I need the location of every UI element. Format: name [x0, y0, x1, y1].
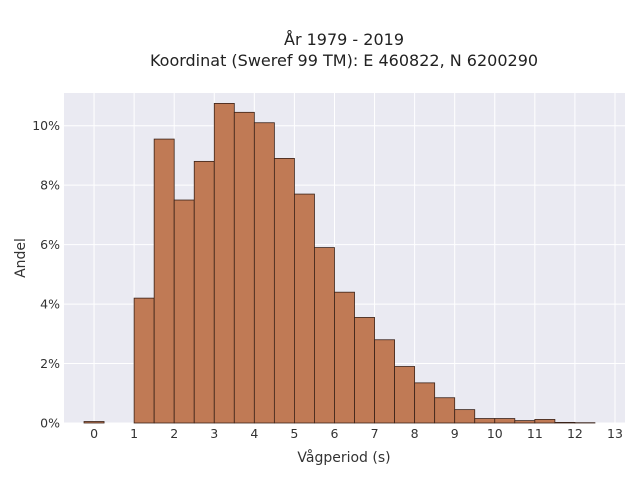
y-tick-label: 6% — [40, 237, 60, 252]
x-tick-label: 4 — [250, 426, 258, 441]
histogram-bar — [173, 199, 195, 424]
x-axis-ticks: 0 1 2 3 4 5 6 7 8 9 10 11 12 13 — [90, 426, 623, 441]
histogram-bar — [233, 111, 255, 424]
x-tick-label: 5 — [290, 426, 298, 441]
x-tick-label: 2 — [170, 426, 178, 441]
histogram-bar — [514, 420, 536, 424]
histogram-bar — [294, 193, 315, 424]
x-tick-label: 13 — [607, 426, 623, 441]
x-tick-label: 7 — [371, 426, 379, 441]
y-tick-label: 8% — [40, 178, 60, 193]
x-tick-label: 8 — [411, 426, 419, 441]
x-tick-label: 3 — [210, 426, 218, 441]
x-tick-label: 0 — [90, 426, 98, 441]
chart-title-line-2: Koordinat (Sweref 99 TM): E 460822, N 62… — [150, 51, 538, 70]
histogram-bar — [193, 160, 215, 424]
chart-title-line-1: År 1979 - 2019 — [284, 30, 404, 49]
y-axis-label: Andel — [13, 238, 29, 278]
histogram-bar — [494, 418, 516, 424]
x-tick-label: 9 — [451, 426, 459, 441]
histogram-bar — [213, 103, 235, 424]
histogram-bar — [133, 297, 155, 424]
histogram-bar — [454, 409, 476, 424]
x-axis-label: Vågperiod (s) — [297, 449, 390, 466]
histogram-bar — [253, 122, 275, 424]
x-tick-label: 12 — [567, 426, 583, 441]
y-tick-label: 2% — [40, 356, 60, 371]
x-tick-label: 6 — [331, 426, 339, 441]
histogram-bar — [273, 158, 295, 424]
histogram-bar — [83, 421, 105, 424]
x-tick-label: 1 — [130, 426, 138, 441]
histogram-bar — [554, 422, 576, 424]
bars — [83, 103, 596, 424]
y-tick-label: 10% — [32, 118, 60, 133]
histogram-bar — [334, 291, 355, 424]
histogram-bar — [354, 317, 375, 424]
histogram-bar — [374, 339, 395, 424]
histogram-bar — [394, 366, 416, 424]
x-tick-label: 11 — [527, 426, 543, 441]
histogram-bar — [474, 418, 496, 424]
x-tick-label: 10 — [487, 426, 503, 441]
histogram-bar — [314, 247, 335, 424]
y-axis-ticks: 0% 2% 4% 6% 8% 10% — [32, 118, 60, 430]
histogram-bar — [414, 382, 436, 424]
y-tick-label: 0% — [40, 416, 60, 431]
histogram-bar — [153, 138, 175, 424]
histogram-bar — [434, 397, 456, 424]
histogram-bar — [534, 419, 556, 424]
y-tick-label: 4% — [40, 297, 60, 312]
